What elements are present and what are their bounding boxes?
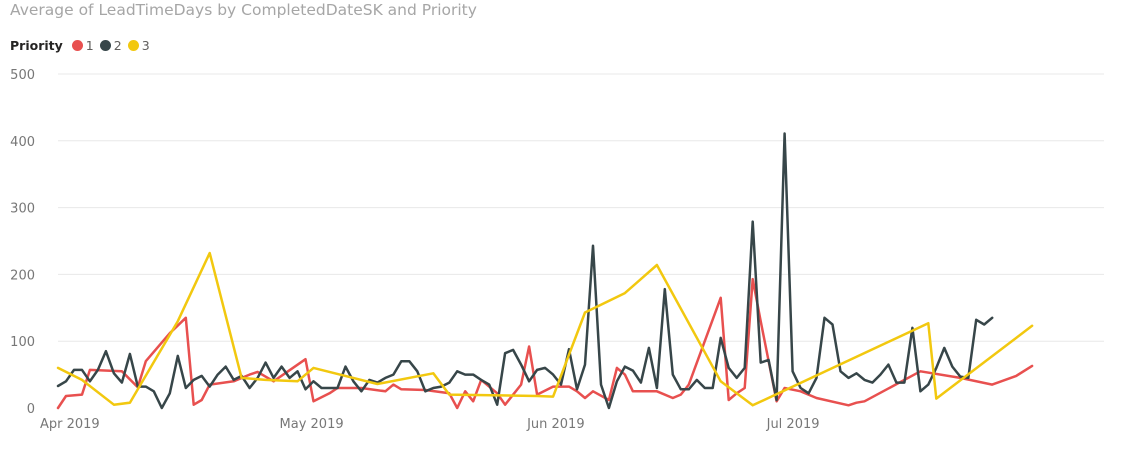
legend-item-priority-2[interactable]: 2	[99, 37, 122, 53]
legend-item-priority-3[interactable]: 3	[127, 37, 150, 53]
x-tick-label: Jul 2019	[766, 417, 820, 432]
x-tick-label: Apr 2019	[40, 417, 100, 432]
legend-label-1: 1	[85, 37, 94, 53]
chart-title: Average of LeadTimeDays by CompletedDate…	[10, 1, 477, 19]
legend: Priority 1 2 3	[10, 36, 156, 54]
y-tick-label: 400	[10, 135, 35, 150]
y-tick-label: 300	[10, 202, 35, 217]
y-tick-label: 0	[27, 402, 35, 417]
y-tick-label: 500	[10, 68, 35, 83]
series-line-priority-2[interactable]	[56, 132, 994, 410]
series-line-priority-3[interactable]	[56, 251, 1034, 407]
y-axis: 0 100 200 300 400 500	[10, 68, 35, 417]
y-tick-label: 100	[10, 335, 35, 350]
gridlines	[58, 73, 1104, 342]
legend-swatch-1	[71, 39, 83, 51]
legend-label-2: 2	[113, 37, 122, 53]
x-axis: Apr 2019 May 2019 Jun 2019 Jul 2019	[40, 417, 820, 432]
legend-swatch-2	[99, 39, 111, 51]
series-lines	[56, 132, 1034, 410]
legend-item-priority-1[interactable]: 1	[71, 37, 94, 53]
legend-title: Priority	[10, 37, 63, 53]
x-tick-label: Jun 2019	[526, 417, 585, 432]
x-tick-label: May 2019	[280, 417, 344, 432]
legend-label-3: 3	[141, 37, 150, 53]
legend-swatch-3	[127, 39, 139, 51]
y-tick-label: 200	[10, 268, 35, 283]
